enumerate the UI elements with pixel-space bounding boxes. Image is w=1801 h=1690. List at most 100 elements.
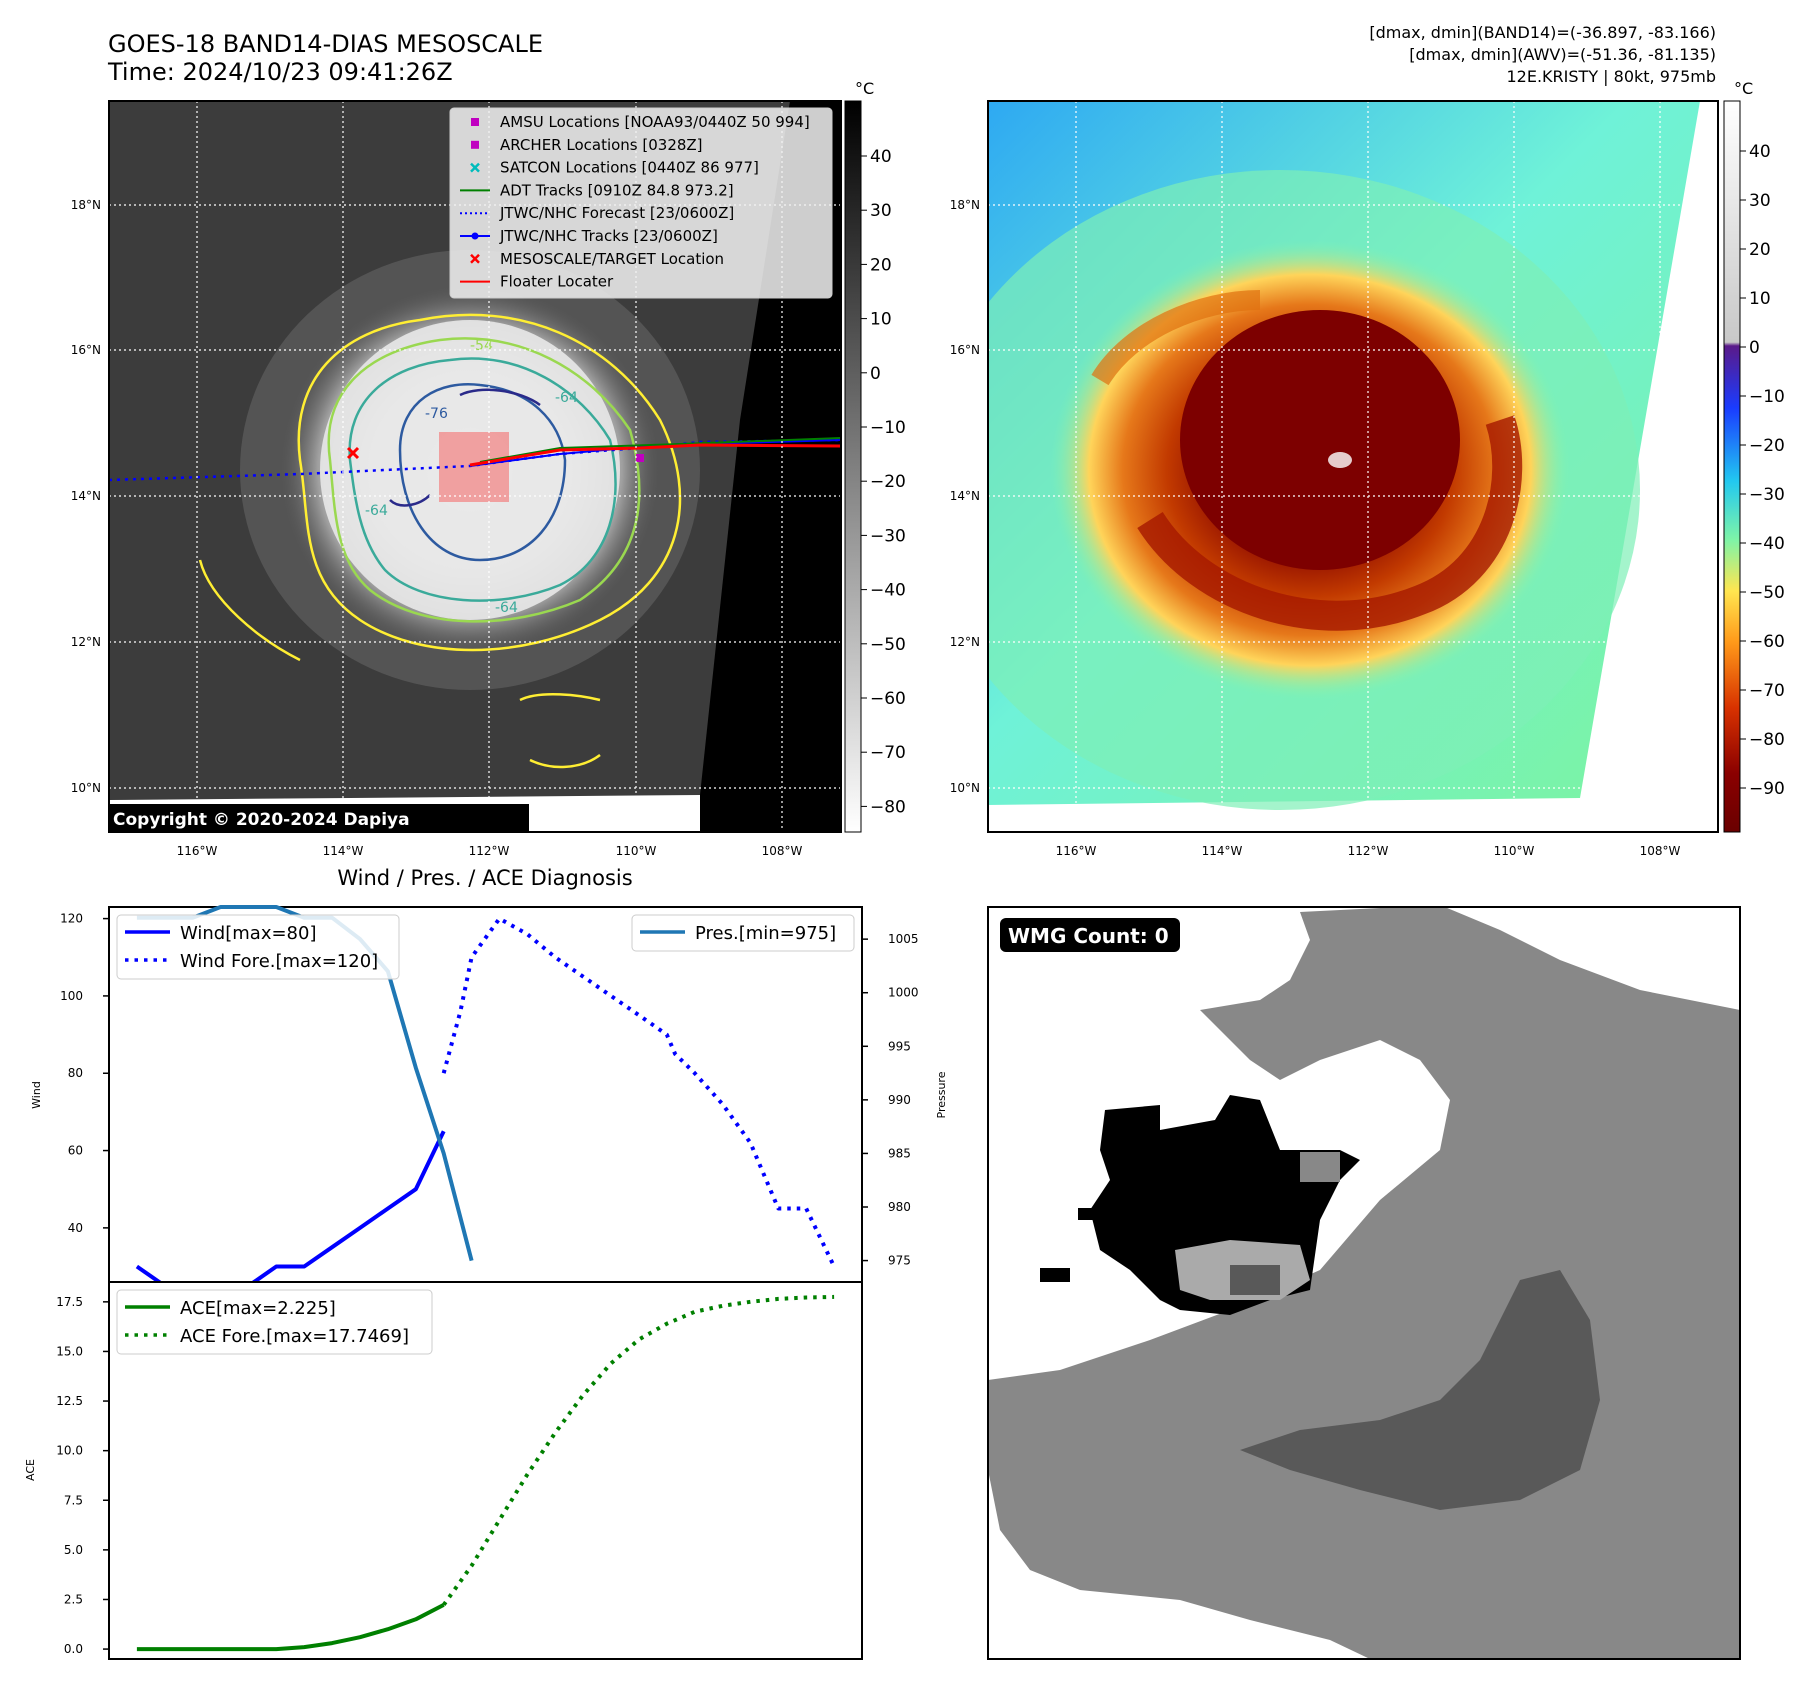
legend-ace-fore-label: ACE Fore.[max=17.7469]	[180, 1326, 409, 1347]
map1-lon-label: 116°W	[177, 844, 218, 858]
y-right-tick-label: 975	[888, 1254, 911, 1268]
map1-lat-label: 14°N	[71, 489, 101, 503]
map1-lon-label: 112°W	[469, 844, 510, 858]
gray-cbar-tick-label: 40	[870, 147, 892, 167]
y-right-tick-label: 985	[888, 1146, 911, 1160]
gray-cbar-tick-label: −70	[870, 743, 906, 763]
color-map-panel	[988, 101, 1718, 832]
series-line-ace-fore	[442, 1294, 835, 1607]
map2-lat-label: 10°N	[950, 781, 980, 795]
legend-pressure-label: Pres.[min=975]	[695, 923, 836, 944]
legend-marker-square	[471, 140, 479, 149]
legend-entry-label: ARCHER Locations [0328Z]	[500, 136, 703, 154]
color-cbar-tick-label: −10	[1749, 387, 1785, 407]
color-cbar-tick-label: −30	[1749, 485, 1785, 505]
map2-lat-label: 12°N	[950, 635, 980, 649]
y-tick-label: 12.5	[56, 1394, 83, 1408]
copyright-label: Copyright © 2020-2024 Dapiya	[113, 810, 410, 830]
gray-cbar-tick-label: −60	[870, 689, 906, 709]
ace-axis-label: ACE	[24, 1459, 37, 1481]
legend-wind-label: Wind[max=80]	[180, 923, 317, 944]
pressure-legend: Pres.[min=975]	[631, 914, 855, 952]
y-tick-label: 15.0	[56, 1344, 83, 1358]
gray-cbar-tick-label: −80	[870, 797, 906, 817]
color-map-frame	[987, 100, 1719, 833]
legend-wind-fore-label: Wind Fore.[max=120]	[180, 951, 378, 972]
mesoscale-target-marker	[346, 446, 360, 460]
map2-lon-label: 116°W	[1056, 844, 1097, 858]
wmg-frame	[987, 906, 1741, 1660]
color-cbar-tick-label: 30	[1749, 191, 1771, 211]
map-legend: AMSU Locations [NOAA93/0440Z 50 994] ARCH…	[449, 107, 833, 299]
legend-marker-square	[471, 118, 479, 126]
wmg-panel	[988, 907, 1740, 1659]
gray-cbar-tick-label: −30	[870, 526, 906, 546]
title-line-2: Time: 2024/10/23 09:41:26Z	[107, 58, 453, 86]
y-tick-label: 10.0	[56, 1444, 83, 1458]
y-tick-label: 100	[60, 989, 83, 1003]
map1-lon-label: 114°W	[323, 844, 364, 858]
y-right-tick-label: 995	[888, 1039, 911, 1053]
map2-lat-label: 14°N	[950, 489, 980, 503]
forecast-track	[109, 438, 841, 482]
stats-line-3: 12E.KRISTY | 80kt, 975mb	[1507, 67, 1717, 86]
legend-entry-label: AMSU Locations [NOAA93/0440Z 50 994]	[500, 113, 810, 131]
legend-marker-x	[470, 253, 480, 264]
color-cbar-tick-label: −20	[1749, 436, 1785, 456]
wind-legend: Wind[max=80] Wind Fore.[max=120]	[116, 914, 400, 980]
contour-label-2: -64	[555, 390, 578, 406]
diagnosis-title: Wind / Pres. / ACE Diagnosis	[337, 866, 632, 890]
map1-lat-label: 16°N	[71, 343, 101, 357]
wmg-count-badge	[1000, 918, 1180, 952]
map2-gridlines	[988, 101, 1718, 832]
color-colorbar	[1723, 100, 1741, 833]
stats-line-2: [dmax, dmin](AWV)=(-51.36, -81.135)	[1409, 45, 1716, 64]
contour-label-4: -64	[365, 503, 388, 519]
color-cbar-tick-label: −80	[1749, 730, 1785, 750]
y-tick-label: 5.0	[64, 1543, 83, 1557]
gray-cbar-tick-label: 30	[870, 201, 892, 221]
gray-cbar-tick-label: −20	[870, 472, 906, 492]
y-tick-label: 2.5	[64, 1592, 83, 1606]
wind-axis-label: Wind	[30, 1081, 43, 1109]
color-colorbar-unit: °C	[1734, 79, 1753, 98]
map1-lat-label: 12°N	[71, 635, 101, 649]
legend-entry-label: Floater Locater	[500, 273, 614, 291]
color-cbar-tick-label: −60	[1749, 632, 1785, 652]
map2-lat-label: 16°N	[950, 343, 980, 357]
gray-cbar-tick-label: 10	[870, 310, 892, 330]
y-tick-label: 7.5	[64, 1493, 83, 1507]
map1-lon-label: 110°W	[616, 844, 657, 858]
map2-lon-label: 112°W	[1348, 844, 1389, 858]
map2-lat-label: 18°N	[950, 198, 980, 212]
y-tick-label: 80	[68, 1066, 83, 1080]
legend-entry-label: JTWC/NHC Tracks [23/0600Z]	[499, 227, 718, 245]
legend-entry-label: ADT Tracks [0910Z 84.8 973.2]	[500, 181, 734, 199]
map2-lon-label: 110°W	[1494, 844, 1535, 858]
ace-legend: ACE[max=2.225] ACE Fore.[max=17.7469]	[116, 1289, 433, 1355]
legend-ace-label: ACE[max=2.225]	[180, 1298, 336, 1319]
stats-line-1: [dmax, dmin](BAND14)=(-36.897, -83.166)	[1369, 23, 1716, 42]
gray-cbar-tick-label: 0	[870, 364, 881, 384]
y-tick-label: 120	[60, 912, 83, 926]
gray-cbar-tick-label: −40	[870, 581, 906, 601]
contour-label-5: -64	[495, 600, 518, 616]
legend-entry-label: JTWC/NHC Forecast [23/0600Z]	[499, 204, 734, 222]
contour-label-1: -76	[425, 406, 448, 422]
title-line-1: GOES-18 BAND14-DIAS MESOSCALE	[108, 30, 543, 58]
color-cbar-tick-label: −70	[1749, 681, 1785, 701]
color-cbar-tick-label: 40	[1749, 142, 1771, 162]
floater-locater-track	[469, 443, 841, 467]
gray-cbar-tick-label: −50	[870, 635, 906, 655]
color-cbar-tick-label: 0	[1749, 338, 1760, 358]
mesoscale-target-box	[439, 432, 509, 502]
color-cbar-tick-label: 20	[1749, 240, 1771, 260]
y-tick-label: 60	[68, 1144, 83, 1158]
y-tick-label: 40	[68, 1221, 83, 1235]
y-right-tick-label: 990	[888, 1093, 911, 1107]
ir-map-frame	[108, 100, 842, 833]
gray-cbar-tick-label: 20	[870, 255, 892, 275]
pressure-axis-label: Pressure	[935, 1071, 948, 1118]
storm-eye	[1328, 452, 1352, 468]
